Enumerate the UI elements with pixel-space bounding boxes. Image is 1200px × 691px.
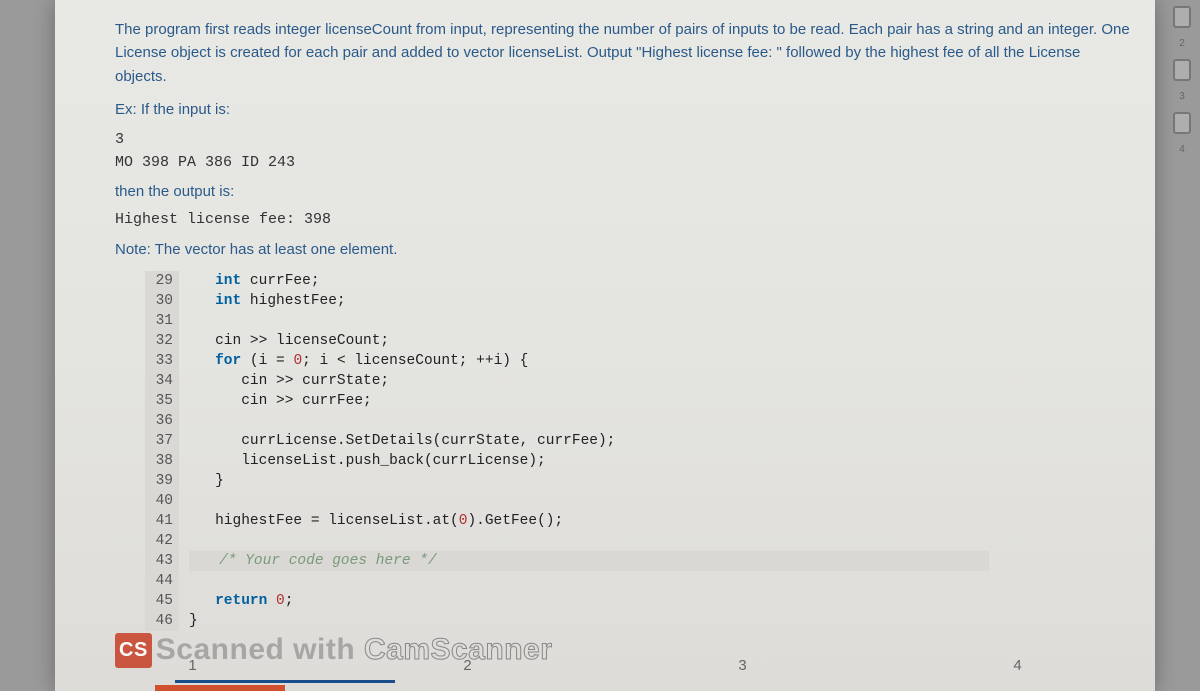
line-number: 38: [145, 451, 179, 471]
code-content: currLicense.SetDetails(currState, currFe…: [189, 431, 615, 451]
camscanner-watermark: CSScanned with CamScanner: [115, 627, 552, 674]
line-number: 29: [145, 271, 179, 291]
watermark-text-1: Scanned with: [156, 633, 364, 666]
code-line: 40: [145, 491, 1135, 511]
code-line: 33 for (i = 0; i < licenseCount; ++i) {: [145, 351, 1135, 371]
cs-badge-icon: CS: [115, 633, 152, 668]
code-line: 43 /* Your code goes here */: [145, 551, 1135, 571]
thumb-label: 2: [1179, 38, 1185, 49]
line-number: 30: [145, 291, 179, 311]
thumb-box[interactable]: [1173, 112, 1191, 134]
code-content: cin >> currFee;: [189, 391, 372, 411]
code-line: 45 return 0;: [145, 591, 1135, 611]
code-line: 32 cin >> licenseCount;: [145, 331, 1135, 351]
code-content: cin >> currState;: [189, 371, 389, 391]
note-text: Note: The vector has at least one elemen…: [115, 238, 1135, 261]
line-number: 39: [145, 471, 179, 491]
code-content: [189, 531, 198, 551]
example-input: 3 MO 398 PA 386 ID 243: [115, 129, 1135, 174]
code-line: 37 currLicense.SetDetails(currState, cur…: [145, 431, 1135, 451]
code-line: 30 int highestFee;: [145, 291, 1135, 311]
code-content: }: [189, 471, 224, 491]
line-number: 34: [145, 371, 179, 391]
code-content: highestFee = licenseList.at(0).GetFee();: [189, 511, 563, 531]
code-line: 36: [145, 411, 1135, 431]
line-number: 32: [145, 331, 179, 351]
example-input-label: Ex: If the input is:: [115, 98, 1135, 121]
then-output-label: then the output is:: [115, 180, 1135, 203]
code-snippet: 29 int currFee;30 int highestFee;31 32 c…: [145, 271, 1135, 631]
code-line: 39 }: [145, 471, 1135, 491]
example-output: Highest license fee: 398: [115, 209, 1135, 232]
thumb-label: 3: [1179, 91, 1185, 102]
line-number: 45: [145, 591, 179, 611]
code-line: 42: [145, 531, 1135, 551]
line-number: 35: [145, 391, 179, 411]
code-line: 29 int currFee;: [145, 271, 1135, 291]
line-number: 33: [145, 351, 179, 371]
line-number: 36: [145, 411, 179, 431]
code-line: 35 cin >> currFee;: [145, 391, 1135, 411]
line-number: 44: [145, 571, 179, 591]
line-number: 31: [145, 311, 179, 331]
line-number: 37: [145, 431, 179, 451]
code-line: 38 licenseList.push_back(currLicense);: [145, 451, 1135, 471]
line-number: 41: [145, 511, 179, 531]
code-content: licenseList.push_back(currLicense);: [189, 451, 546, 471]
code-content: cin >> licenseCount;: [189, 331, 389, 351]
line-number: 40: [145, 491, 179, 511]
code-line: 44: [145, 571, 1135, 591]
code-content: /* Your code goes here */: [189, 551, 989, 571]
watermark-text-outline: CamScanner: [364, 633, 552, 666]
progress-bar: [155, 685, 285, 691]
code-content: [189, 311, 198, 331]
code-line: 31: [145, 311, 1135, 331]
right-thumbnail-strip: 2 3 4: [1168, 6, 1196, 155]
code-content: int highestFee;: [189, 291, 346, 311]
line-number: 43: [145, 551, 179, 571]
line-number: 42: [145, 531, 179, 551]
scanned-page: The program first reads integer licenseC…: [55, 0, 1155, 691]
problem-description: The program first reads integer licenseC…: [115, 18, 1135, 88]
thumb-label: 4: [1179, 144, 1185, 155]
code-content: [189, 571, 198, 591]
code-content: [189, 411, 198, 431]
code-content: [189, 491, 198, 511]
thumb-box[interactable]: [1173, 6, 1191, 28]
page-num: 4: [1013, 654, 1021, 677]
thumb-box[interactable]: [1173, 59, 1191, 81]
code-content: int currFee;: [189, 271, 320, 291]
code-content: for (i = 0; i < licenseCount; ++i) {: [189, 351, 528, 371]
code-line: 34 cin >> currState;: [145, 371, 1135, 391]
code-content: return 0;: [189, 591, 293, 611]
code-line: 41 highestFee = licenseList.at(0).GetFee…: [145, 511, 1135, 531]
page-num: 3: [738, 654, 746, 677]
